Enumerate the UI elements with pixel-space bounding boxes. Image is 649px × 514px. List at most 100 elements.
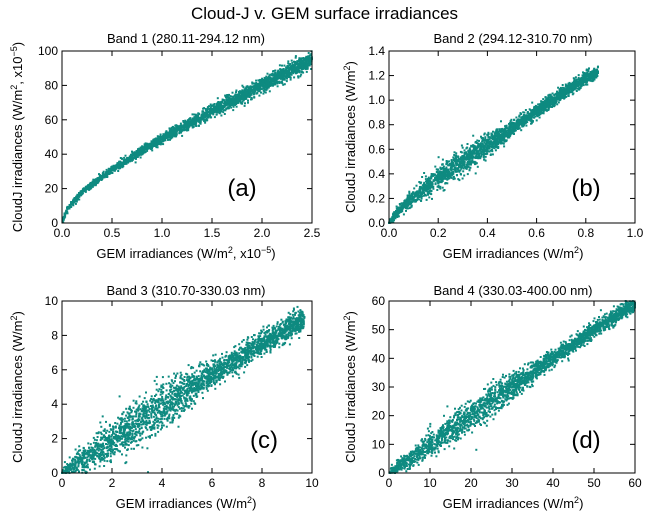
scatter-point xyxy=(184,128,187,131)
scatter-point xyxy=(124,158,127,161)
scatter-point xyxy=(157,136,160,139)
scatter-point xyxy=(498,136,501,138)
scatter-point xyxy=(460,161,462,164)
scatter-point xyxy=(446,172,449,175)
scatter-point xyxy=(503,145,506,148)
scatter-point xyxy=(240,96,243,98)
scatter-point xyxy=(300,60,303,63)
scatter-point xyxy=(465,166,468,169)
scatter-point xyxy=(231,95,234,98)
scatter-point xyxy=(195,120,197,123)
scatter-point xyxy=(296,68,298,71)
scatter-point xyxy=(521,125,524,128)
scatter-point xyxy=(139,150,142,153)
scatter-point xyxy=(564,83,567,86)
scatter-point xyxy=(166,136,169,139)
scatter-point xyxy=(124,154,127,157)
scatter-point xyxy=(445,175,448,178)
scatter-point xyxy=(158,140,161,143)
scatter-point xyxy=(251,85,254,88)
scatter-point xyxy=(394,215,397,217)
scatter-point xyxy=(489,145,492,148)
scatter-point xyxy=(309,57,312,60)
scatter-point xyxy=(171,131,174,134)
scatter-point xyxy=(245,97,248,100)
scatter-point xyxy=(560,94,563,97)
scatter-point xyxy=(431,197,433,200)
scatter-point xyxy=(185,123,188,126)
scatter-point xyxy=(310,59,313,62)
scatter-point xyxy=(248,94,251,97)
scatter-point xyxy=(206,106,209,109)
scatter-point xyxy=(66,212,69,215)
scatter-point xyxy=(292,72,295,75)
scatter-point xyxy=(247,89,249,92)
scatter-point xyxy=(434,177,437,179)
scatter-point xyxy=(534,106,537,109)
scatter-point xyxy=(431,186,434,188)
scatter-point xyxy=(294,55,297,58)
scatter-point xyxy=(517,125,520,128)
scatter-point xyxy=(288,71,291,74)
scatter-point xyxy=(491,148,493,151)
scatter-point xyxy=(96,182,99,185)
scatter-point xyxy=(130,156,133,159)
scatter-point xyxy=(463,153,466,156)
scatter-point xyxy=(411,194,413,197)
scatter-point xyxy=(307,61,310,64)
scatter-point xyxy=(305,55,308,58)
scatter-point xyxy=(265,78,268,81)
scatter-point xyxy=(489,154,492,156)
scatter-point xyxy=(66,210,69,213)
scatter-point xyxy=(125,157,128,160)
scatter-point xyxy=(232,109,235,112)
scatter-point xyxy=(459,169,462,172)
scatter-point xyxy=(412,195,415,198)
scatter-point xyxy=(558,95,561,98)
scatter-point xyxy=(179,125,182,128)
scatter-point xyxy=(175,132,178,135)
scatter-point xyxy=(252,85,255,88)
scatter-point xyxy=(188,117,191,120)
scatter-point xyxy=(173,127,175,130)
scatter-point xyxy=(262,89,265,92)
scatter-point xyxy=(294,56,297,59)
scatter-point xyxy=(580,79,583,82)
scatter-point xyxy=(596,68,599,71)
scatter-point xyxy=(473,152,476,155)
scatter-point xyxy=(149,143,152,146)
scatter-point xyxy=(586,83,589,86)
scatter-point xyxy=(128,158,131,161)
scatter-point xyxy=(271,72,274,75)
scatter-point xyxy=(437,171,440,174)
panel-title: Band 2 (294.12-310.70 nm) xyxy=(434,31,593,46)
scatter-point xyxy=(534,104,537,107)
scatter-point xyxy=(426,192,429,195)
scatter-point xyxy=(201,114,204,117)
scatter-point xyxy=(466,146,469,149)
scatter-point xyxy=(270,80,273,83)
scatter-point xyxy=(175,124,178,127)
scatter-point xyxy=(436,179,439,182)
scatter-point xyxy=(305,56,307,59)
scatter-point xyxy=(235,93,238,96)
scatter-point xyxy=(452,171,455,174)
scatter-point xyxy=(237,101,240,104)
scatter-point xyxy=(416,192,419,195)
scatter-point xyxy=(286,73,289,75)
scatter-point xyxy=(288,64,291,67)
scatter-point xyxy=(135,155,138,158)
scatter-point xyxy=(117,165,120,168)
scatter-point xyxy=(252,93,255,96)
scatter-point xyxy=(436,185,439,188)
scatter-point xyxy=(429,192,432,195)
scatter-point xyxy=(233,94,236,97)
scatter-point xyxy=(416,190,419,193)
scatter-point xyxy=(457,169,460,172)
scatter-point xyxy=(131,150,133,153)
y-tick-label: 20 xyxy=(45,182,59,196)
scatter-point xyxy=(289,78,292,81)
scatter-point xyxy=(187,119,190,122)
scatter-point xyxy=(271,79,274,82)
scatter-point xyxy=(490,137,493,140)
